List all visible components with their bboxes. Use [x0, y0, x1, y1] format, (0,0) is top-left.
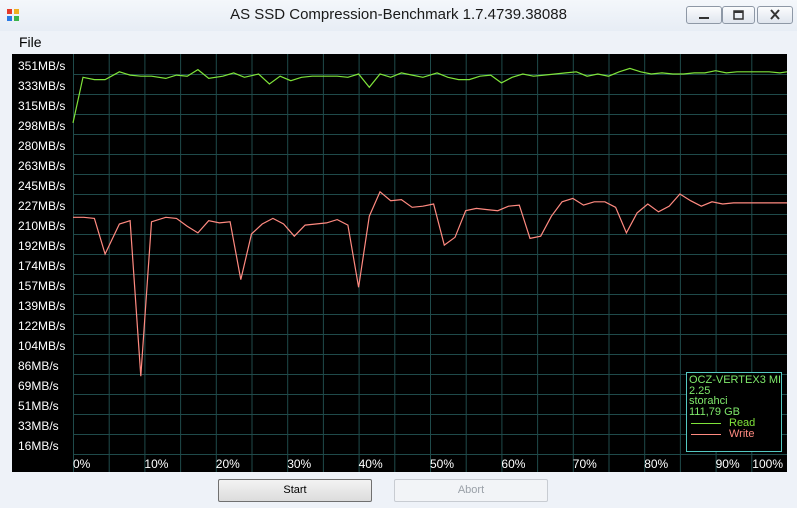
y-tick-label: 245MB/s [18, 179, 65, 193]
legend-read-label: Read [729, 417, 756, 429]
x-tick-label: 80% [644, 457, 668, 471]
x-tick-label: 10% [144, 457, 168, 471]
x-tick-label: 20% [216, 457, 240, 471]
legend-driver: storahci [689, 395, 728, 407]
series-line-write [73, 190, 787, 377]
y-tick-label: 210MB/s [18, 219, 65, 233]
minimize-icon [699, 17, 709, 19]
abort-button[interactable]: Abort [394, 479, 548, 502]
y-tick-label: 157MB/s [18, 279, 65, 293]
chart-svg: 351MB/s 333MB/s 315MB/s 298MB/s 280MB/s 263MB… [18, 54, 787, 472]
title-bar: AS SSD Compression-Benchmark 1.7.4739.38… [0, 0, 797, 31]
y-tick-label: 192MB/s [18, 239, 65, 253]
series-line-read [72, 67, 787, 124]
y-tick-label: 351MB/s [18, 59, 65, 73]
y-tick-label: 16MB/s [18, 439, 59, 453]
chart-legend: OCZ-VERTEX3 MI 2.25 storahci 111,79 GB R… [686, 372, 782, 452]
y-tick-label: 333MB/s [18, 79, 65, 93]
legend-device: OCZ-VERTEX3 MI [689, 374, 782, 386]
app-icon [7, 9, 19, 21]
y-tick-label: 104MB/s [18, 339, 65, 353]
x-tick-label: 40% [359, 457, 383, 471]
y-tick-label: 315MB/s [18, 99, 65, 113]
minimize-button[interactable] [686, 6, 722, 24]
y-tick-label: 69MB/s [18, 379, 59, 393]
menu-bar: File [0, 31, 797, 53]
y-tick-label: 86MB/s [18, 359, 59, 373]
y-tick-label: 298MB/s [18, 119, 65, 133]
x-tick-label: 60% [501, 457, 525, 471]
window-title: AS SSD Compression-Benchmark 1.7.4739.38… [230, 6, 567, 23]
x-tick-label: 100% [752, 457, 783, 471]
x-tick-label: 70% [573, 457, 597, 471]
maximize-icon [733, 10, 744, 20]
menu-file[interactable]: File [19, 34, 42, 50]
y-tick-label: 227MB/s [18, 199, 65, 213]
y-tick-label: 263MB/s [18, 159, 65, 173]
x-tick-label: 30% [287, 457, 311, 471]
y-tick-label: 122MB/s [18, 319, 65, 333]
close-button[interactable] [757, 6, 793, 24]
legend-firmware: 2.25 [689, 385, 711, 397]
legend-write-swatch [691, 434, 721, 435]
y-tick-label: 174MB/s [18, 259, 65, 273]
y-tick-label: 33MB/s [18, 419, 59, 433]
y-tick-label: 280MB/s [18, 139, 65, 153]
legend-capacity: 111,79 GB [689, 406, 740, 418]
benchmark-chart: 351MB/s 333MB/s 315MB/s 298MB/s 280MB/s 263MB… [12, 54, 787, 472]
x-tick-label: 50% [430, 457, 454, 471]
y-tick-label: 51MB/s [18, 399, 59, 413]
start-button[interactable]: Start [218, 479, 372, 502]
maximize-button[interactable] [722, 6, 755, 24]
y-tick-label: 139MB/s [18, 299, 65, 313]
legend-write-label: Write [729, 428, 755, 440]
x-tick-label: 90% [716, 457, 740, 471]
close-icon [770, 9, 780, 20]
legend-read-swatch [691, 423, 721, 424]
x-tick-label: 0% [73, 457, 91, 471]
